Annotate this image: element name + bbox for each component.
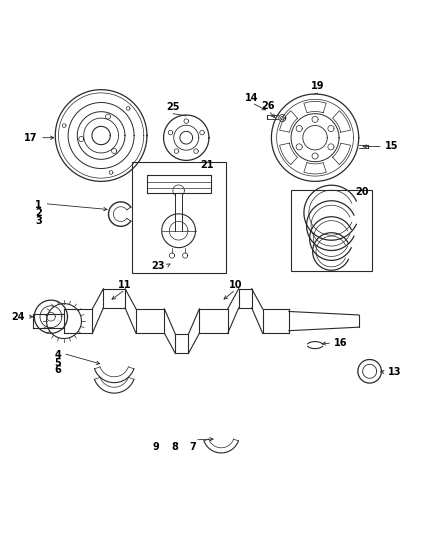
Polygon shape xyxy=(228,289,239,333)
Polygon shape xyxy=(92,289,103,333)
Text: 13: 13 xyxy=(389,367,402,377)
Bar xyxy=(291,190,372,271)
Polygon shape xyxy=(164,309,175,353)
Polygon shape xyxy=(252,289,263,333)
Text: 19: 19 xyxy=(311,81,325,91)
Text: 25: 25 xyxy=(166,101,180,111)
Text: 6: 6 xyxy=(54,366,61,375)
Text: 16: 16 xyxy=(334,338,348,348)
Text: 23: 23 xyxy=(152,261,165,271)
Text: 9: 9 xyxy=(152,442,159,452)
Text: 11: 11 xyxy=(118,280,132,289)
Text: 7: 7 xyxy=(189,442,196,452)
Polygon shape xyxy=(188,309,199,353)
Text: 15: 15 xyxy=(385,141,399,151)
Text: 14: 14 xyxy=(245,93,258,103)
Text: 4: 4 xyxy=(54,350,61,360)
Text: 3: 3 xyxy=(35,216,42,226)
Text: 8: 8 xyxy=(171,442,178,452)
Bar xyxy=(132,161,226,273)
Text: 2: 2 xyxy=(35,208,42,218)
Text: 26: 26 xyxy=(261,101,275,111)
Text: 21: 21 xyxy=(200,160,213,170)
Text: 1: 1 xyxy=(35,200,42,211)
Text: 24: 24 xyxy=(11,312,25,322)
Text: 5: 5 xyxy=(54,358,61,368)
Text: 10: 10 xyxy=(229,280,242,289)
Text: 20: 20 xyxy=(355,187,369,197)
Text: 17: 17 xyxy=(24,133,38,143)
Polygon shape xyxy=(125,289,136,333)
